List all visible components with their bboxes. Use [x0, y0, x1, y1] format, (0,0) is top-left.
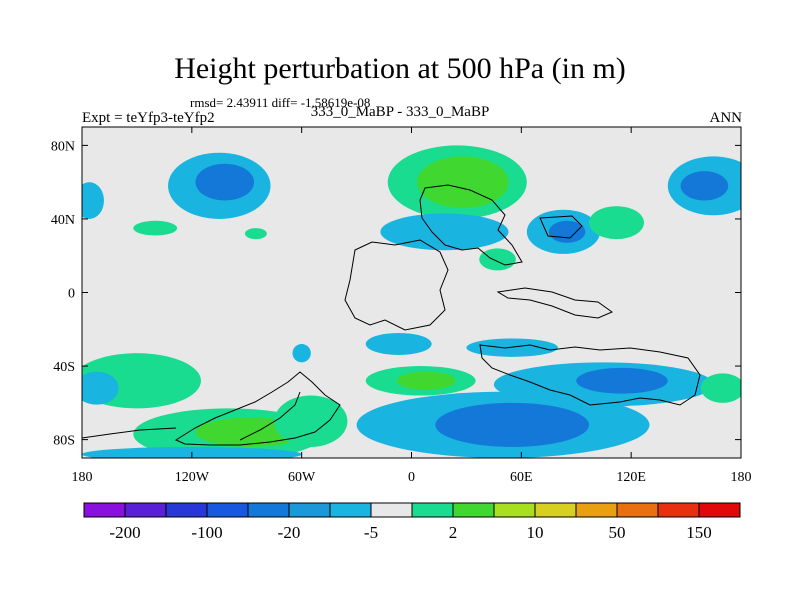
season-label: ANN [709, 110, 743, 126]
contour-region-2 [82, 182, 104, 219]
colorbar-label: -5 [364, 523, 378, 542]
y-tick-label: 80S [53, 434, 75, 449]
x-tick-label: 120W [175, 470, 210, 485]
contour-region-18 [274, 395, 348, 447]
colorbar-label: -100 [191, 523, 222, 542]
colorbar-label: -20 [278, 523, 301, 542]
contour-region-27 [365, 332, 432, 356]
inner-outline [239, 391, 301, 441]
y-tick-label: 0 [68, 287, 75, 302]
colorbar-swatch [411, 502, 454, 518]
x-tick-label: 60E [510, 470, 533, 485]
contour-fill-layer [82, 145, 741, 458]
colorbar-label: 150 [686, 523, 712, 542]
contour-region-12 [680, 171, 729, 201]
peninsula-outline [496, 287, 614, 319]
contour-region-13 [479, 248, 516, 271]
colorbar-swatch [206, 502, 249, 518]
island-outline [539, 215, 583, 239]
case-label: 333_0_MaBP - 333_0_MaBP [310, 104, 490, 120]
landmass-outline-north [419, 184, 523, 266]
colorbar-swatch [493, 502, 536, 518]
contour-region-28 [292, 343, 311, 363]
y-tick-label: 40N [51, 213, 75, 228]
contour-region-26 [466, 338, 558, 357]
colorbar-swatch [165, 502, 208, 518]
landmass-outline-central [344, 239, 449, 331]
continent-outlines [82, 184, 701, 446]
x-tick-label: 180 [731, 470, 752, 485]
colorbar-swatch [288, 502, 331, 518]
landmass-outline-south-west [174, 371, 341, 446]
y-tick-label: 40S [53, 360, 75, 375]
coastline-strip [82, 427, 177, 439]
contour-region-29 [700, 373, 741, 403]
colorbar-swatch [575, 502, 618, 518]
experiment-label: Expt = teYfp3-teYfp2 [82, 110, 215, 126]
x-tick-label: 60W [288, 470, 316, 485]
colorbar-swatch [657, 502, 700, 518]
colorbar-swatch [247, 502, 290, 518]
colorbar-label: 50 [609, 523, 626, 542]
rmsd-diff-stats: rmsd= 2.43911 diff= -1.58619e-08 [190, 95, 371, 110]
landmass-outline-south-east [479, 344, 701, 406]
colorbar-swatch [452, 502, 495, 518]
colorbar-swatch [83, 502, 126, 518]
y-tick-label: 80N [51, 139, 75, 154]
contour-region-15 [82, 371, 119, 405]
contour-region-1 [195, 163, 255, 201]
colorbar-swatch [124, 502, 167, 518]
colorbar: -200 -100 -20 -5 2 10 50 150 [83, 502, 741, 542]
x-tick-label: 120E [616, 470, 646, 485]
colorbar-label: -200 [109, 523, 140, 542]
colorbar-swatch [370, 502, 413, 518]
contour-region-10 [589, 206, 644, 240]
chart-title: Height perturbation at 500 hPa (in m) [174, 52, 626, 85]
contour-region-23 [396, 371, 456, 390]
contour-region-3 [133, 220, 178, 236]
colorbar-swatch [534, 502, 577, 518]
contour-region-21 [435, 402, 590, 447]
colorbar-label: 2 [449, 523, 458, 542]
colorbar-swatch [616, 502, 659, 518]
axis-ticks: 180 120W 60W 0 60E 120E 180 80N 40N 0 40S 80S [51, 127, 752, 485]
colorbar-swatch [329, 502, 372, 518]
contour-region-25 [576, 367, 668, 394]
contour-region-4 [244, 228, 267, 240]
contour-region-6 [416, 156, 509, 208]
x-tick-label: 180 [72, 470, 93, 485]
colorbar-swatch [698, 502, 741, 518]
colorbar-label: 10 [527, 523, 544, 542]
x-tick-label: 0 [408, 470, 415, 485]
